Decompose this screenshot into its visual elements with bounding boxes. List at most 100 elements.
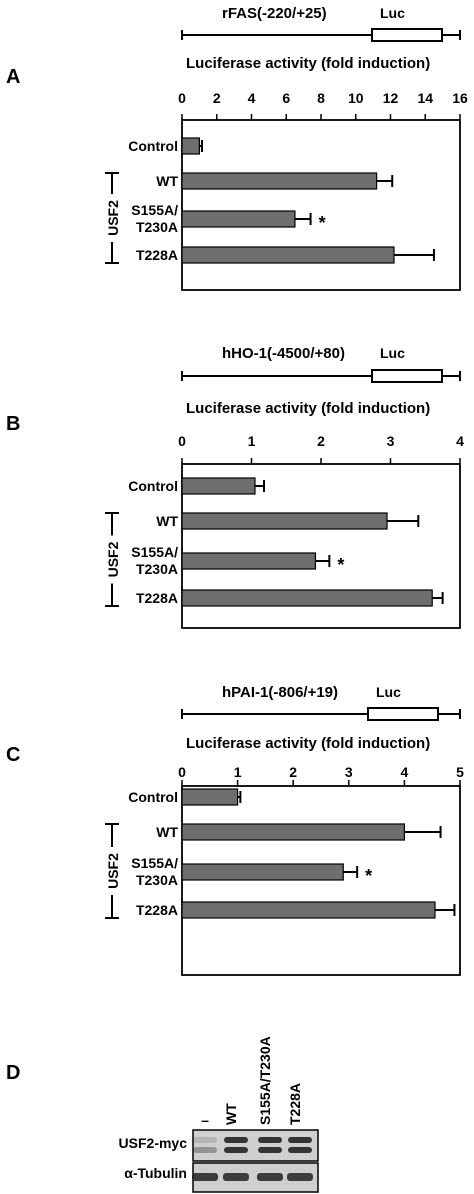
x-tick-label: 5: [456, 764, 464, 780]
x-tick-label: 2: [213, 90, 221, 106]
construct-title: hHO-1(-4500/+80): [222, 345, 345, 362]
band-tubulin: [287, 1173, 313, 1181]
band-tubulin: [223, 1173, 249, 1181]
luc-box: [367, 707, 439, 721]
category-label: S155A/: [131, 855, 178, 871]
bar-1: [181, 823, 405, 841]
panel-letter: D: [6, 1062, 20, 1084]
x-tick-label: 2: [289, 764, 297, 780]
bar-3: [181, 901, 436, 919]
band-usf2-myc: [193, 1137, 217, 1143]
category-label: S155A/: [131, 544, 178, 560]
blot-lane-labels: – WT S155A/T230A T228A: [201, 1036, 303, 1128]
category-label: T228A: [136, 902, 178, 918]
construct-title: rFAS(-220/+25): [222, 5, 327, 22]
plot-frame: [181, 463, 461, 629]
x-tick-label: 3: [345, 764, 353, 780]
blot-lane-label: T228A: [287, 1083, 303, 1125]
x-tick-label: 4: [248, 90, 256, 106]
blot-row-label-usf2-myc: USF2-myc: [119, 1135, 188, 1151]
usf2-label-bg: [104, 847, 120, 895]
x-tick-label: 2: [317, 433, 325, 449]
panel-letter: A: [6, 66, 20, 88]
category-label: T230A: [136, 872, 178, 888]
category-label: T230A: [136, 219, 178, 235]
luc-box: [371, 28, 443, 42]
band-usf2-myc: [258, 1137, 282, 1143]
bar-3: [181, 589, 433, 607]
x-axis-label: Luciferase activity (fold induction): [186, 400, 430, 417]
x-tick-label: 4: [456, 433, 464, 449]
construct-title: hPAI-1(-806/+19): [222, 684, 338, 701]
group-label-usf2: USF2: [105, 200, 121, 236]
category-label: Control: [128, 789, 178, 805]
usf2-label-bg: [104, 194, 120, 242]
significance-marker: *: [319, 213, 326, 233]
x-tick-label: 16: [452, 90, 468, 106]
x-tick-label: 6: [282, 90, 290, 106]
x-tick-label: 10: [348, 90, 364, 106]
x-tick-label: 12: [383, 90, 399, 106]
usf2-label-bg: [104, 535, 120, 584]
panel-letter: C: [6, 744, 20, 766]
luc-label: Luc: [380, 5, 405, 21]
blot-lane-label: S155A/T230A: [257, 1036, 273, 1125]
x-tick-label: 3: [387, 433, 395, 449]
bar-2: [181, 210, 296, 228]
x-tick-label: 14: [417, 90, 433, 106]
panel-letter: B: [6, 413, 20, 435]
bar-1: [181, 172, 378, 190]
bar-0: [181, 137, 200, 155]
x-tick-label: 0: [178, 90, 186, 106]
x-tick-label: 1: [248, 433, 256, 449]
category-label: S155A/: [131, 202, 178, 218]
category-label: Control: [128, 138, 178, 154]
category-label: T228A: [136, 590, 178, 606]
bar-2: [181, 863, 344, 881]
category-label: T230A: [136, 561, 178, 577]
category-label: T228A: [136, 247, 178, 263]
blot-lane-label: –: [201, 1112, 209, 1128]
band-usf2-myc: [258, 1147, 282, 1153]
plot-frame: [181, 119, 461, 291]
blot-image-usf2-myc: [192, 1129, 319, 1162]
band-tubulin: [257, 1173, 283, 1181]
category-label: Control: [128, 478, 178, 494]
western-blot-panel: D – WT S155A/T230A T228A USF2-myc α-Tubulin: [6, 1036, 319, 1193]
blot-lane-label: WT: [223, 1103, 239, 1125]
x-axis-label: Luciferase activity (fold induction): [186, 55, 430, 72]
significance-marker: *: [365, 866, 372, 886]
bar-1: [181, 512, 388, 530]
luc-label: Luc: [376, 684, 401, 700]
band-usf2-myc: [224, 1147, 248, 1153]
x-tick-label: 0: [178, 764, 186, 780]
significance-marker: *: [337, 555, 344, 575]
x-axis-label: Luciferase activity (fold induction): [186, 735, 430, 752]
luc-box: [371, 369, 443, 383]
band-usf2-myc: [288, 1147, 312, 1153]
category-label: WT: [156, 824, 178, 840]
group-label-usf2: USF2: [105, 853, 121, 889]
band-tubulin: [192, 1173, 218, 1181]
luc-label: Luc: [380, 345, 405, 361]
group-label-usf2: USF2: [105, 541, 121, 577]
band-usf2-myc: [288, 1137, 312, 1143]
blot-bands: [192, 1137, 313, 1181]
x-tick-label: 8: [317, 90, 325, 106]
band-usf2-myc: [224, 1137, 248, 1143]
bar-0: [181, 788, 239, 806]
band-usf2-myc: [193, 1147, 217, 1153]
x-tick-label: 1: [234, 764, 242, 780]
bar-2: [181, 552, 317, 570]
x-tick-label: 4: [401, 764, 409, 780]
x-tick-label: 0: [178, 433, 186, 449]
bar-3: [181, 246, 395, 264]
category-label: WT: [156, 513, 178, 529]
bar-0: [181, 477, 256, 495]
category-label: WT: [156, 173, 178, 189]
